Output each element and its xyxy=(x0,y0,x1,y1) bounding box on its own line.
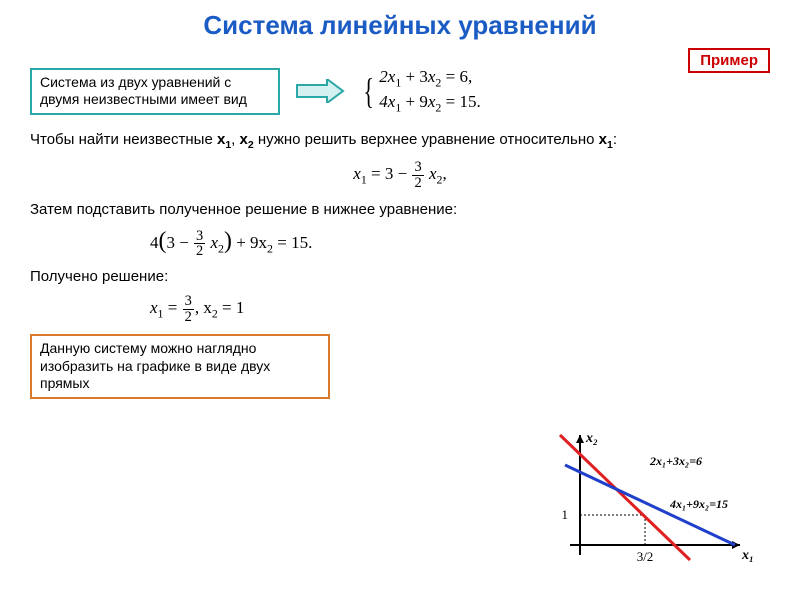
graph-note-box: Данную систему можно наглядно изобразить… xyxy=(30,334,330,399)
paragraph-3: Получено решение: xyxy=(30,267,770,287)
system-eq2: 4x1 + 9x2 = 15. xyxy=(379,92,480,115)
svg-text:x₁: x₁ xyxy=(741,548,754,563)
svg-text:4x₁+9x₂=15: 4x₁+9x₂=15 xyxy=(669,497,728,511)
arrow-icon xyxy=(295,79,345,103)
page-title: Система линейных уравнений xyxy=(30,10,770,41)
text: нужно решить верхнее уравнение относител… xyxy=(254,131,599,148)
text: 3 xyxy=(412,160,423,175)
text: , x xyxy=(195,298,212,317)
svg-text:x₂: x₂ xyxy=(585,431,598,446)
system-eq1: 2x1 + 3x2 = 6, xyxy=(379,67,480,90)
text: 2 xyxy=(194,244,205,258)
text: = 15. xyxy=(273,233,312,252)
intro-box: Система из двух уравнений с двумя неизве… xyxy=(30,68,280,115)
svg-text:1: 1 xyxy=(562,507,569,522)
text: , xyxy=(231,131,239,148)
equation-x1: x1 = 3 − 32 x2, xyxy=(30,160,770,190)
paragraph-1: Чтобы найти неизвестные x1, x2 нужно реш… xyxy=(30,130,770,153)
text: = 1 xyxy=(218,298,245,317)
text: ) xyxy=(224,228,232,254)
text: x xyxy=(599,131,607,148)
text: = 3 − xyxy=(367,164,412,183)
example-badge: Пример xyxy=(688,48,770,73)
paragraph-2: Затем подставить полученное решение в ни… xyxy=(30,200,770,220)
text: = xyxy=(164,298,182,317)
text: 3 xyxy=(183,294,194,309)
brace-icon: { xyxy=(363,77,373,106)
equation-substitution: 4(3 − 32 x2) + 9x2 = 15. xyxy=(150,228,770,259)
intro-row: Система из двух уравнений с двумя неизве… xyxy=(30,67,770,116)
text: 4 xyxy=(150,233,159,252)
equation-solution: x1 = 32, x2 = 1 xyxy=(150,294,770,324)
svg-text:3/2: 3/2 xyxy=(637,549,654,564)
text: + 9x xyxy=(232,233,267,252)
text: 2 xyxy=(412,176,423,190)
text: : xyxy=(613,131,617,148)
text: 3 − xyxy=(166,233,193,252)
text: x xyxy=(240,131,248,148)
text: x xyxy=(150,298,158,317)
text: 2 xyxy=(183,310,194,324)
text: , xyxy=(442,164,446,183)
text: 3 xyxy=(194,229,205,244)
text: x xyxy=(353,164,361,183)
text: x xyxy=(425,164,437,183)
text: x xyxy=(206,233,218,252)
chart-graph: 1 3/2 x₁ x₂ 2x₁+3x₂=6 4x₁+9x₂=15 xyxy=(540,430,760,570)
equation-system: { 2x1 + 3x2 = 6, 4x1 + 9x2 = 15. xyxy=(360,67,481,116)
text: Чтобы найти неизвестные xyxy=(30,131,217,148)
svg-text:2x₁+3x₂=6: 2x₁+3x₂=6 xyxy=(649,454,702,468)
bottom-row: Данную систему можно наглядно изобразить… xyxy=(30,334,770,399)
